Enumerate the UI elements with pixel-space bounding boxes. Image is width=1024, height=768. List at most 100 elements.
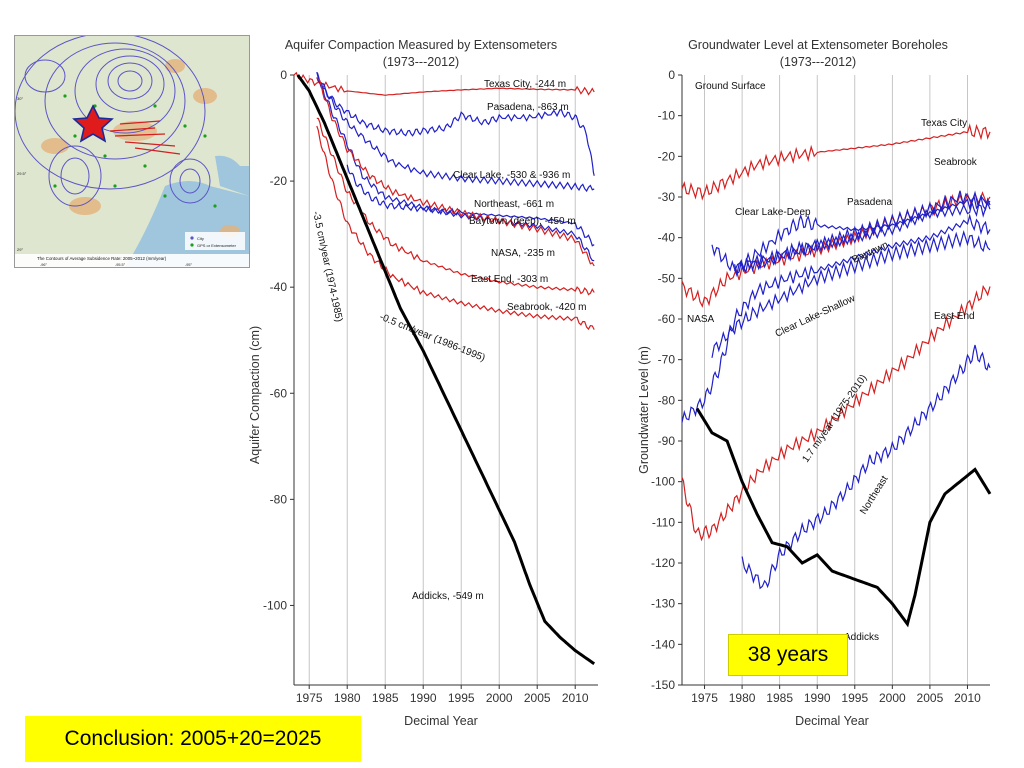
lon-label: -95.5° — [115, 263, 126, 267]
series-label: Clear Lake-Deep — [735, 207, 811, 218]
x-tick-label: 1980 — [334, 691, 361, 705]
series-line — [316, 117, 595, 296]
series-line — [681, 213, 991, 423]
series-label: Clear Lake, -530 & -936 m — [453, 170, 570, 181]
series-label: Texas City — [921, 118, 967, 129]
map-legend: City GPS or Extensometer — [185, 232, 245, 250]
y-axis-label: Groundwater Level (m) — [637, 346, 651, 474]
x-axis-label: Decimal Year — [795, 714, 869, 728]
compaction-chart-svg: Aquifer Compaction Measured by Extensome… — [248, 38, 598, 728]
series-label: NASA — [687, 314, 715, 325]
groundwater-chart-svg: Groundwater Level at Extensometer Boreho… — [637, 38, 992, 728]
y-tick-label: 0 — [280, 68, 287, 82]
x-tick-label: 2010 — [954, 691, 981, 705]
lat-label: 29.5° — [17, 171, 27, 176]
series-line — [316, 71, 595, 193]
subsidence-contours — [15, 36, 211, 207]
x-axis-label: Decimal Year — [404, 714, 478, 728]
series-line — [316, 71, 595, 176]
y-tick-label: -110 — [652, 515, 675, 529]
series-line — [681, 123, 991, 201]
rate-annotation: -3.5 cm/year (1974-1985) — [310, 210, 344, 323]
lat-label: 29° — [17, 247, 23, 252]
y-tick-label: -20 — [270, 174, 288, 188]
legend-gps: GPS or Extensometer — [197, 243, 237, 248]
chart-subtitle: (1973---2012) — [780, 55, 856, 69]
y-tick-label: -40 — [658, 231, 676, 245]
compaction-chart: Aquifer Compaction Measured by Extensome… — [236, 30, 606, 735]
fault-lines — [109, 120, 181, 155]
x-tick-label: 2005 — [917, 691, 944, 705]
rate-annotation: 1.7 m/year (1975-2010) — [800, 373, 869, 465]
x-tick-label: 2005 — [524, 691, 551, 705]
series-line — [316, 77, 595, 262]
legend-city: City — [197, 236, 204, 241]
series-label: Baytown (deep), -450 m — [469, 216, 576, 227]
y-tick-label: -100 — [263, 598, 287, 612]
y-tick-label: -130 — [651, 597, 675, 611]
series-label: Seabrook, -420 m — [507, 302, 587, 313]
series-label: Texas City, -244 m — [484, 79, 566, 90]
x-tick-label: 1990 — [804, 691, 831, 705]
ground-surface-label: Ground Surface — [695, 81, 766, 92]
star-icon — [72, 104, 114, 143]
series-line — [316, 125, 595, 331]
x-tick-label: 1975 — [296, 691, 323, 705]
y-tick-label: -10 — [658, 109, 676, 123]
x-tick-label: 2000 — [486, 691, 513, 705]
y-tick-label: -20 — [658, 149, 676, 163]
y-tick-label: -80 — [270, 492, 288, 506]
y-tick-label: -30 — [658, 190, 676, 204]
series-line — [681, 284, 991, 542]
y-tick-label: -150 — [651, 678, 675, 692]
y-axis-label: Aquifer Compaction (cm) — [248, 326, 262, 464]
x-tick-label: 1985 — [372, 691, 399, 705]
series-label: East End, -303 m — [471, 274, 548, 285]
series-label: NASA, -235 m — [491, 248, 555, 259]
series-label: Northeast — [858, 474, 890, 517]
series-label: East End — [934, 311, 975, 322]
series-line — [734, 200, 991, 273]
series-line — [296, 74, 596, 666]
series-label: Pasadena, -863 m — [487, 102, 569, 113]
lon-label: -95° — [185, 263, 192, 267]
y-tick-label: 0 — [668, 68, 675, 82]
series-label: Seabrook — [934, 157, 978, 168]
y-tick-label: -80 — [658, 393, 676, 407]
gps-points — [53, 94, 217, 208]
series-line — [711, 229, 991, 358]
rate-annotation: -0.5 cm/year (1986-1995) — [378, 312, 487, 364]
map-caption: The Contours of Average Subsidence Rate:… — [37, 256, 167, 261]
lat-label: 30° — [17, 96, 23, 101]
y-tick-label: -50 — [658, 271, 676, 285]
series-label: Northeast, -661 m — [474, 199, 554, 210]
y-tick-label: -100 — [651, 475, 675, 489]
x-tick-label: 1980 — [729, 691, 756, 705]
series-label: Pasadena — [847, 197, 892, 208]
series-line — [293, 71, 595, 96]
series-label: Addicks — [844, 632, 879, 643]
x-tick-label: 1975 — [691, 691, 718, 705]
y-tick-label: -60 — [270, 386, 288, 400]
series-line — [681, 191, 991, 308]
y-tick-label: -90 — [658, 434, 676, 448]
groundwater-chart: Groundwater Level at Extensometer Boreho… — [632, 30, 1004, 735]
series-line — [695, 407, 992, 628]
x-tick-label: 1990 — [410, 691, 437, 705]
y-tick-label: -120 — [651, 556, 675, 570]
series-line — [741, 344, 991, 590]
x-tick-label: 2000 — [879, 691, 906, 705]
years-callout: 38 years — [728, 634, 848, 676]
lon-label: -96° — [40, 263, 47, 267]
subsidence-map: 30° 29.5° 29° City GPS or Extensometer T… — [14, 35, 250, 268]
map-graphic: 30° 29.5° 29° City GPS or Extensometer T… — [15, 36, 249, 267]
x-tick-label: 1995 — [841, 691, 868, 705]
y-tick-label: -40 — [270, 280, 288, 294]
chart-subtitle: (1973---2012) — [383, 55, 459, 69]
chart-title: Groundwater Level at Extensometer Boreho… — [688, 38, 948, 52]
y-tick-label: -60 — [658, 312, 676, 326]
x-tick-label: 2010 — [562, 691, 589, 705]
y-tick-label: -70 — [658, 353, 676, 367]
series-line — [316, 77, 595, 267]
x-tick-label: 1995 — [448, 691, 475, 705]
